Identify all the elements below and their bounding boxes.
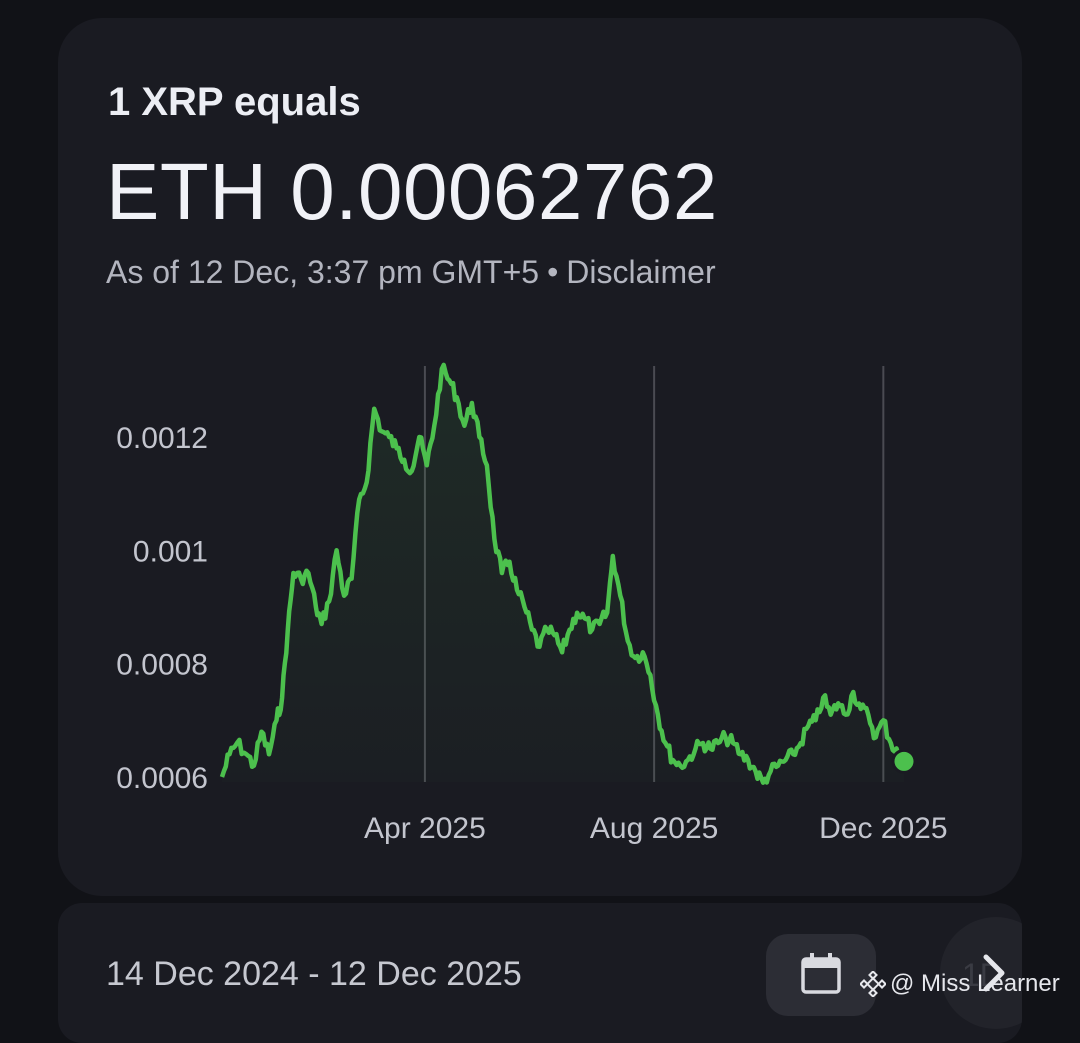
card-title: 1 XRP equals [108, 80, 361, 124]
next-range-button[interactable]: 1D [940, 917, 1022, 1029]
binance-logo-icon [860, 971, 886, 997]
y-tick-label: 0.001 [133, 535, 208, 568]
x-tick-label: Apr 2025 [364, 812, 486, 845]
watermark-text: @ Miss Learner [890, 970, 1060, 997]
timestamp-line: As of 12 Dec, 3:37 pm GMT+5 • Disclaimer [106, 254, 716, 291]
y-tick-label: 0.0008 [116, 649, 208, 682]
chart-area-fill [222, 364, 904, 783]
y-tick-label: 0.0012 [116, 422, 208, 455]
ghost-range-label: 1D [962, 957, 1003, 993]
chevron-right-icon [983, 954, 1005, 992]
y-tick-label: 0.0006 [116, 762, 208, 795]
separator: • [547, 254, 559, 290]
watermark: @ Miss Learner [860, 970, 1060, 998]
x-tick-label: Dec 2025 [819, 812, 947, 845]
calendar-button[interactable] [766, 934, 876, 1016]
chart-series-line [219, 362, 906, 785]
x-tick-label: Aug 2025 [590, 812, 718, 845]
as-of-text: As of 12 Dec, 3:37 pm GMT+5 [106, 254, 540, 290]
exchange-rate: ETH 0.00062762 [106, 147, 718, 236]
price-chart: 0.0012 0.001 0.0008 0.0006 Apr 2025 Aug 2025… [116, 362, 948, 845]
calendar-icon [801, 953, 841, 994]
disclaimer-link[interactable]: Disclaimer [566, 254, 716, 290]
date-range-text: 14 Dec 2024 - 12 Dec 2025 [106, 955, 522, 993]
chart-current-point[interactable] [891, 748, 917, 774]
